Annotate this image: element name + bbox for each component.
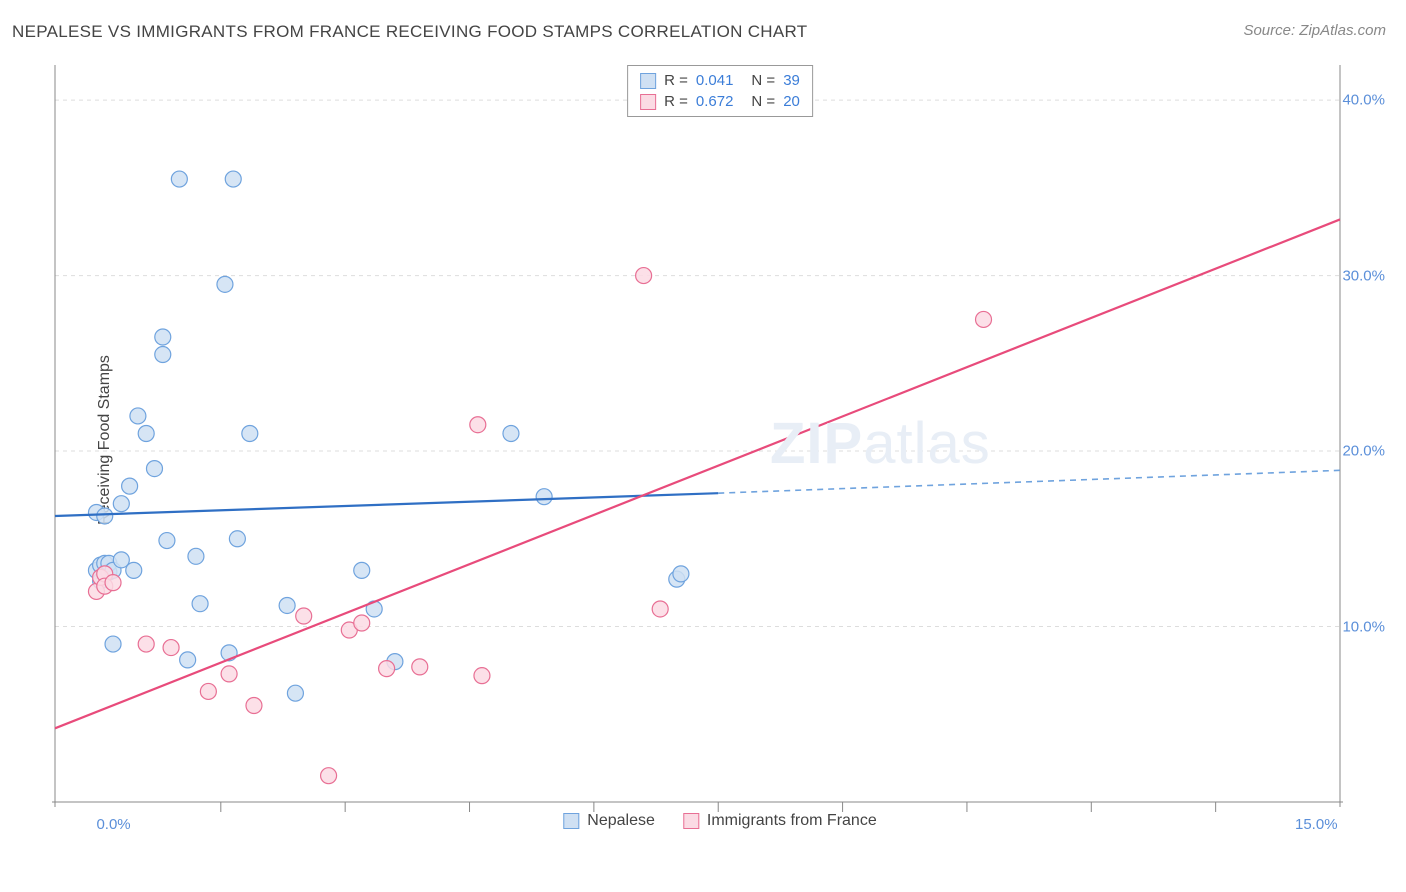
legend-stats-row: R = 0.672 N = 20 <box>640 91 800 112</box>
y-tick-label: 40.0% <box>1342 92 1385 109</box>
x-tick-label: 15.0% <box>1295 816 1338 833</box>
legend-series: Nepalese Immigrants from France <box>563 812 876 830</box>
legend-label: Nepalese <box>587 812 655 830</box>
chart-svg <box>50 60 1390 830</box>
legend-label: Immigrants from France <box>707 812 877 830</box>
legend-item: Immigrants from France <box>683 812 877 830</box>
legend-n-value: 20 <box>783 93 800 110</box>
legend-swatch <box>683 813 699 829</box>
legend-n-value: 39 <box>783 72 800 89</box>
legend-swatch-series1 <box>640 73 656 89</box>
x-tick-label: 0.0% <box>96 816 130 833</box>
legend-swatch-series2 <box>640 94 656 110</box>
legend-n-label: N = <box>751 93 775 110</box>
legend-stats: R = 0.041 N = 39 R = 0.672 N = 20 <box>627 65 813 117</box>
source-attribution: Source: ZipAtlas.com <box>1243 22 1386 39</box>
legend-stats-row: R = 0.041 N = 39 <box>640 70 800 91</box>
legend-n-label: N = <box>751 72 775 89</box>
legend-swatch <box>563 813 579 829</box>
legend-item: Nepalese <box>563 812 655 830</box>
correlation-chart-card: NEPALESE VS IMMIGRANTS FROM FRANCE RECEI… <box>0 0 1406 892</box>
chart-plot-area: ZIPatlas R = 0.041 N = 39 R = 0.672 N = … <box>50 60 1390 830</box>
y-tick-label: 20.0% <box>1342 443 1385 460</box>
legend-r-label: R = <box>664 93 688 110</box>
chart-title: NEPALESE VS IMMIGRANTS FROM FRANCE RECEI… <box>12 22 807 42</box>
legend-r-value: 0.041 <box>696 72 734 89</box>
legend-r-value: 0.672 <box>696 93 734 110</box>
y-tick-label: 30.0% <box>1342 267 1385 284</box>
legend-r-label: R = <box>664 72 688 89</box>
y-tick-label: 10.0% <box>1342 618 1385 635</box>
